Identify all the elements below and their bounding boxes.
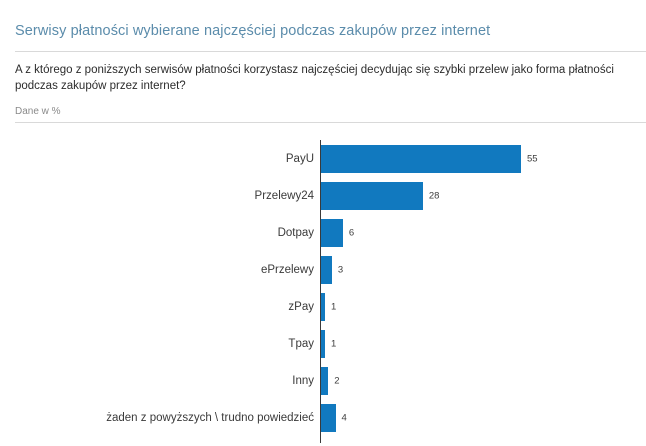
bar-row: Dotpay 6 xyxy=(0,214,646,251)
divider-bottom xyxy=(15,122,646,123)
category-label: Dotpay xyxy=(277,226,314,239)
bar-row: PayU 55 xyxy=(0,140,646,177)
category-label: Tpay xyxy=(288,337,314,350)
bar-value-label: 1 xyxy=(331,338,337,349)
bar-row: Inny 2 xyxy=(0,362,646,399)
y-axis-line xyxy=(320,140,322,443)
bar-value-label: 28 xyxy=(428,190,440,201)
bar-value-label: 1 xyxy=(331,301,337,312)
units-note: Dane w % xyxy=(15,106,61,117)
bar-row: Przelewy24 28 xyxy=(0,177,646,214)
bar-value-label: 55 xyxy=(527,153,538,164)
category-label: ePrzelewy xyxy=(260,263,314,276)
bar-row: zPay 1 xyxy=(0,288,646,325)
page-title: Serwisy płatności wybierane najczęściej … xyxy=(15,23,491,39)
bar-chart: PayU 55 Przelewy24 28 Dotpay 6 ePrzelewy 3 zPay 1… xyxy=(0,131,646,446)
category-label: PayU xyxy=(285,152,314,165)
bar xyxy=(321,403,336,432)
bar-value-label: 6 xyxy=(348,227,355,238)
category-label: Inny xyxy=(292,374,314,387)
survey-question: A z którego z poniższych serwisów płatno… xyxy=(15,64,614,92)
bar xyxy=(321,329,325,358)
category-label: żaden z powyższych \ trudno powiedzieć xyxy=(106,411,314,424)
bar xyxy=(321,181,423,210)
bar-row: żaden z powyższych \ trudno powiedzieć 4 xyxy=(0,399,646,436)
bar xyxy=(321,218,343,247)
bar-value-label: 2 xyxy=(334,375,340,386)
bar-row: ePrzelewy 3 xyxy=(0,251,646,288)
bar xyxy=(321,366,329,395)
bar-row: Tpay 1 xyxy=(0,325,646,362)
category-label: zPay xyxy=(288,300,314,313)
bar-value-label: 4 xyxy=(341,412,347,423)
bar xyxy=(321,144,521,173)
category-label: Przelewy24 xyxy=(254,189,314,202)
divider-top xyxy=(15,51,646,52)
bar xyxy=(321,255,332,284)
bar xyxy=(321,292,325,321)
bar-value-label: 3 xyxy=(337,264,344,275)
